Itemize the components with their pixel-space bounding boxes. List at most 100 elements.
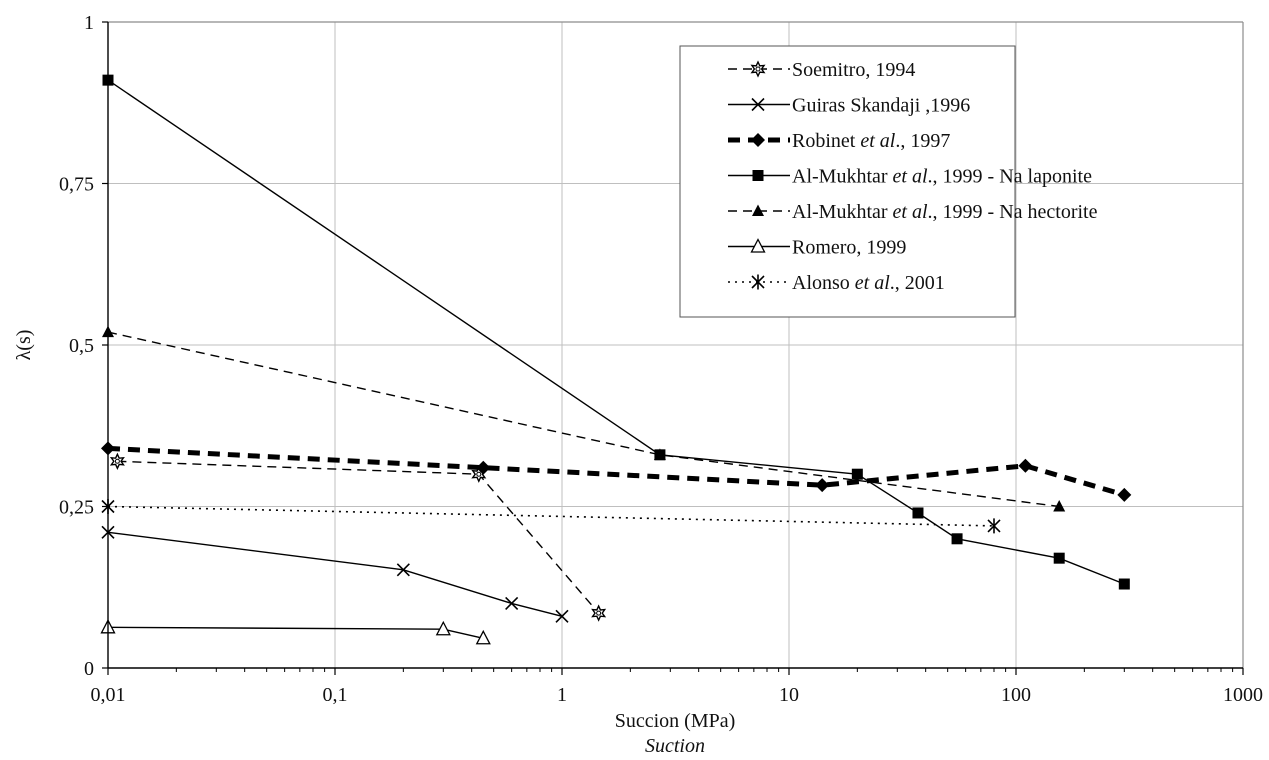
data-point	[475, 629, 491, 645]
legend-entry: Al-Mukhtar et al., 1999 - Na hectorite	[728, 201, 1098, 223]
square-marker	[851, 468, 863, 480]
star-center	[596, 610, 602, 616]
y-tick-label: 1	[84, 12, 94, 34]
x-tick-label: 100	[1001, 684, 1031, 706]
series-line	[107, 505, 995, 527]
legend-label-part: Soemitro, 1994	[792, 59, 915, 81]
square-marker	[752, 170, 764, 181]
legend-label-part: Guiras Skandaji ,1996	[792, 95, 970, 117]
data-point	[752, 170, 764, 181]
x-tick-label: 0,01	[91, 684, 126, 706]
diamond-marker	[1117, 487, 1132, 502]
data-point	[1117, 487, 1132, 502]
legend-entry: Soemitro, 1994	[728, 59, 915, 81]
asterisk-marker	[987, 518, 1001, 534]
axes: 0,01 0,1 1 10 100 1000 0 0,25 0,5 0,75 1	[59, 12, 1263, 706]
legend-label-part: et al	[860, 130, 895, 152]
grid	[108, 22, 1243, 668]
diamond-marker	[815, 478, 830, 493]
data-point	[1118, 578, 1130, 590]
series-layer	[100, 74, 1132, 645]
diamond-marker	[751, 133, 765, 147]
legend-label-part: Al-Mukhtar	[792, 201, 893, 223]
legend-label-part: Alonso	[792, 272, 855, 294]
asterisk-marker	[751, 274, 765, 290]
x-marker	[555, 609, 569, 623]
y-axis-label: λ(s)	[13, 330, 35, 361]
x-axis-label: Succion (MPa)	[615, 710, 736, 732]
series-1	[109, 452, 607, 622]
triangle-marker	[653, 448, 666, 460]
data-point	[476, 460, 491, 475]
data-point	[396, 563, 410, 577]
legend-label-part: ., 1999 - Na laponite	[928, 166, 1093, 188]
x-axis-label-secondary: Suction	[645, 735, 705, 757]
legend-label-part: ., 2001	[890, 272, 945, 294]
legend-label-part: Robinet	[792, 130, 860, 152]
legend-label-part: ., 1997	[895, 130, 950, 152]
x-tick-label: 1	[557, 684, 567, 706]
x-marker	[505, 596, 519, 610]
legend-label-part: Romero, 1999	[792, 237, 906, 259]
data-point	[951, 533, 963, 545]
diamond-marker	[1018, 458, 1033, 473]
data-point	[1053, 552, 1065, 564]
y-tick-label: 0,25	[59, 497, 94, 519]
data-point	[109, 452, 125, 470]
triangle-marker	[752, 204, 764, 216]
data-point	[751, 133, 765, 147]
data-point	[653, 448, 666, 460]
legend-entry: Guiras Skandaji ,1996	[728, 95, 970, 117]
data-point	[435, 620, 451, 636]
star-center	[755, 66, 761, 72]
legend-box	[679, 45, 1016, 318]
series-line	[107, 531, 563, 617]
square-marker	[1053, 552, 1065, 564]
x-tick-label: 0,1	[323, 684, 348, 706]
data-point	[1053, 500, 1066, 512]
series-3	[101, 441, 1132, 502]
legend-entry: Romero, 1999	[728, 237, 906, 259]
x-marker	[751, 97, 765, 112]
legend-label-part: et al	[893, 166, 928, 188]
series-2	[101, 525, 569, 623]
triangle-open-marker	[475, 629, 491, 645]
data-point	[751, 97, 765, 112]
data-point	[505, 596, 519, 610]
series-5	[102, 325, 1066, 512]
legend-label-part: et al	[893, 201, 928, 223]
square-marker	[912, 507, 924, 519]
legend-label: Robinet et al., 1997	[792, 130, 950, 152]
series-line	[107, 445, 1126, 498]
legend-label: Soemitro, 1994	[792, 59, 915, 81]
legend-label: Al-Mukhtar et al., 1999 - Na hectorite	[792, 201, 1098, 223]
legend-label: Alonso et al., 2001	[792, 272, 945, 294]
series-line	[107, 331, 1060, 508]
x-tick-label: 1000	[1223, 684, 1263, 706]
data-point	[591, 604, 607, 622]
triangle-open-marker	[750, 238, 766, 253]
series-line	[107, 626, 484, 639]
star-center	[114, 458, 120, 464]
data-point	[750, 60, 766, 78]
legend-label-part: ., 1999 - Na hectorite	[928, 201, 1098, 223]
series-6	[100, 618, 491, 645]
legend-label-part: et al	[855, 272, 890, 294]
star-center	[476, 471, 482, 477]
triangle-open-marker	[435, 620, 451, 636]
x-tick-label: 10	[779, 684, 799, 706]
data-point	[750, 238, 766, 253]
triangle-marker	[1053, 500, 1066, 512]
data-point	[1018, 458, 1033, 473]
legend-label: Al-Mukhtar et al., 1999 - Na laponite	[792, 166, 1092, 188]
y-tick-label: 0	[84, 658, 94, 680]
data-point	[555, 609, 569, 623]
y-tick-label: 0,5	[69, 335, 94, 357]
series-line	[117, 460, 600, 614]
data-point	[815, 478, 830, 493]
legend-label: Guiras Skandaji ,1996	[792, 95, 970, 117]
series-7	[101, 499, 1001, 534]
x-marker	[396, 563, 410, 577]
diamond-marker	[476, 460, 491, 475]
